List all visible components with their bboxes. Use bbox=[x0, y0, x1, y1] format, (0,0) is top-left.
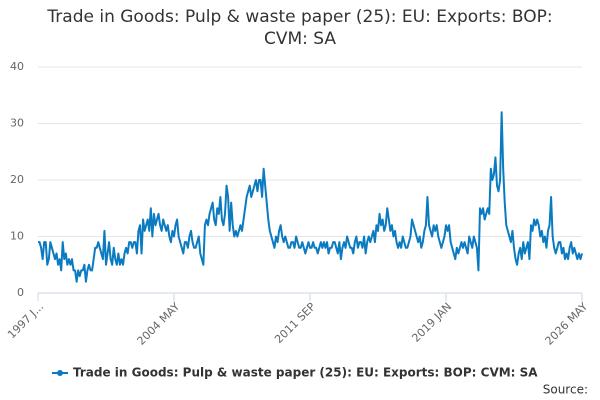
legend-item: Trade in Goods: Pulp & waste paper (25):… bbox=[52, 366, 538, 380]
x-tick-label: 2004 MAY bbox=[135, 300, 183, 348]
y-tick-label: 10 bbox=[10, 230, 24, 243]
y-tick-label: 0 bbox=[17, 286, 24, 299]
legend-label: Trade in Goods: Pulp & waste paper (25):… bbox=[73, 366, 538, 380]
y-tick-label: 20 bbox=[10, 173, 24, 186]
series-line bbox=[38, 111, 583, 283]
source: Source: bbox=[543, 383, 588, 397]
x-tick-label: 2019 JAN bbox=[409, 300, 454, 345]
x-tick-label: 1997 J... bbox=[5, 300, 46, 341]
y-tick-label: 40 bbox=[10, 60, 24, 73]
y-tick-label: 30 bbox=[10, 117, 24, 130]
legend-marker bbox=[57, 370, 63, 376]
chart-title: Trade in Goods: Pulp & waste paper (25):… bbox=[47, 7, 553, 49]
x-tick-label: 2026 MAY bbox=[543, 300, 591, 348]
x-tick-label: 2011 SEP bbox=[272, 300, 318, 346]
